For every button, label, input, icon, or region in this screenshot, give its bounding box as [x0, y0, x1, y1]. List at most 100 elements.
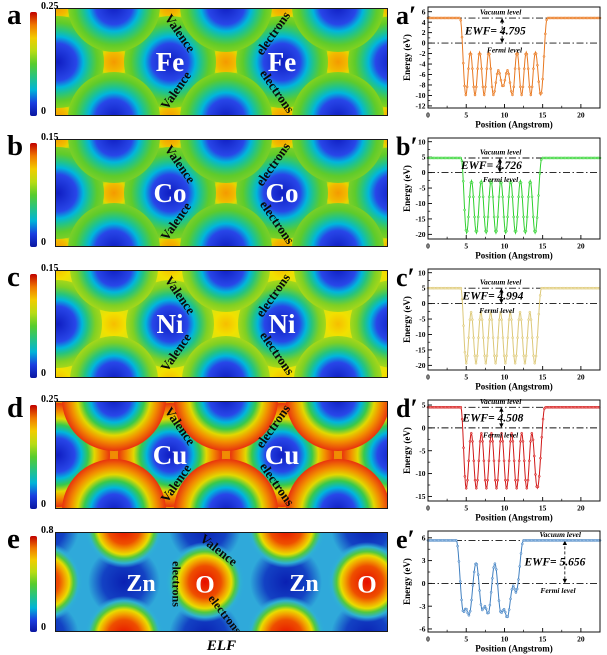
element-label: Zn [289, 571, 318, 597]
x-axis-title: Position (Angstrom) [475, 644, 553, 654]
y-tick-label: -10 [416, 91, 426, 100]
y-tick-label: -20 [416, 230, 426, 239]
x-tick-label: 15 [539, 635, 547, 644]
x-tick-label: 0 [426, 373, 430, 382]
atom-blob [286, 401, 388, 451]
atom-blob [182, 270, 270, 312]
y-tick-label: 3 [422, 556, 426, 565]
ewf-arrowhead-up [499, 288, 504, 293]
colorbar-min-label: 0 [41, 368, 46, 379]
y-tick-label: -5 [419, 184, 425, 193]
ewf-value-label: EWF= 4.994 [462, 291, 524, 303]
element-label: O [357, 572, 376, 599]
fermi-level-label: Fermi level [483, 430, 519, 439]
x-tick-label: 5 [464, 111, 468, 120]
vacuum-level-label: Vacuum level [480, 278, 522, 287]
x-tick-label: 5 [464, 504, 468, 513]
oxygen-blob [246, 532, 326, 568]
interstitial-blob [371, 226, 388, 247]
atom-blob [68, 139, 160, 183]
y-tick-label: -10 [416, 469, 426, 478]
atom-blob [124, 147, 216, 239]
atom-blob [62, 401, 166, 451]
ewf-arrowhead-up [497, 157, 503, 163]
potential-plot: 0 5 10 15 20 10 5 0 -5 -10 -15 -20 Vacuum level Fermi… [402, 137, 602, 261]
plot-frame [427, 399, 601, 502]
y-tick-label: 6 [422, 533, 426, 542]
atom-blob [292, 8, 384, 52]
y-tick-label: -6 [419, 625, 425, 634]
oxygen-blob [246, 596, 326, 632]
colorbar-max-label: 0.8 [41, 525, 54, 536]
x-tick-label: 10 [501, 111, 509, 120]
plot-frame [427, 137, 601, 240]
map-border [55, 8, 388, 116]
x-tick-label: 20 [577, 504, 585, 513]
oxygen-blob [55, 543, 83, 621]
panel-letter-prime: a′ [396, 1, 417, 30]
atom-blob [68, 72, 160, 116]
panel-row-a: a 0.25 0 Valence electrons Valence electron… [0, 0, 607, 131]
ewf-arrowhead-down [497, 168, 503, 173]
atom-blob [238, 280, 326, 368]
atom-blob [292, 139, 384, 183]
potential-plot: 0 5 10 15 20 6 3 0 -3 -6 Vacuum level Fermi level EW… [402, 530, 602, 654]
element-label: Co [266, 178, 299, 208]
interstitial-blob [203, 170, 249, 216]
vacuum-level-label: Vacuum level [480, 397, 522, 406]
colorbar [30, 143, 37, 247]
interstitial-blob [55, 226, 81, 247]
y-tick-label: 2 [422, 28, 426, 37]
x-tick-label: 10 [501, 635, 509, 644]
y-tick-label: 5 [422, 153, 426, 162]
y-axis-title: Energy (eV) [402, 427, 412, 474]
ewf-arrowhead-up [499, 407, 504, 412]
colorbar-min-label: 0 [41, 622, 46, 633]
atom-blob [68, 203, 160, 247]
y-tick-label: 4 [422, 18, 426, 27]
y-tick-label: 5 [422, 284, 426, 293]
y-tick-label: -15 [416, 346, 426, 355]
vacuum-level-label: Vacuum level [540, 530, 582, 539]
x-axis-title: Position (Angstrom) [475, 251, 553, 261]
fermi-level-label: Fermi level [540, 586, 576, 595]
plot-frame [427, 6, 601, 109]
atom-blob [70, 270, 158, 312]
y-axis-title: Energy (eV) [402, 296, 412, 343]
x-tick-label: 0 [426, 111, 430, 120]
y-tick-label: -15 [416, 215, 426, 224]
ewf-arrowhead-down [499, 299, 504, 304]
x-axis-title: Position (Angstrom) [475, 382, 553, 392]
x-tick-label: 20 [577, 242, 585, 251]
atom-blob [62, 459, 166, 509]
interstitial-blob [259, 226, 305, 247]
y-tick-label: 0 [422, 168, 426, 177]
x-axis-title: Position (Angstrom) [475, 120, 553, 130]
panel-row-b: b 0.15 0 Valence electrons Valence electron… [0, 131, 607, 262]
curve-markers [426, 156, 602, 233]
x-tick-label: 0 [426, 242, 430, 251]
atom-blob [180, 203, 272, 247]
x-tick-label: 5 [464, 242, 468, 251]
colorbar-max-label: 0.25 [41, 1, 59, 12]
y-tick-label: -2 [419, 49, 425, 58]
x-tick-label: 15 [539, 373, 547, 382]
curve-markers [426, 286, 601, 365]
x-tick-label: 10 [501, 242, 509, 251]
panel-letter: c [7, 261, 20, 293]
panel-letter-prime: d′ [396, 394, 418, 423]
atom-blob [236, 16, 328, 108]
ewf-value-label: EWF= 4.726 [460, 160, 522, 172]
map-border [55, 270, 388, 378]
x-tick-label: 5 [464, 635, 468, 644]
y-axis-title: Energy (eV) [402, 558, 412, 605]
x-tick-label: 0 [426, 635, 430, 644]
x-axis-title: Position (Angstrom) [475, 513, 553, 523]
atom-blob [124, 16, 216, 108]
curve-markers [426, 16, 602, 97]
oxygen-blob [84, 596, 164, 632]
